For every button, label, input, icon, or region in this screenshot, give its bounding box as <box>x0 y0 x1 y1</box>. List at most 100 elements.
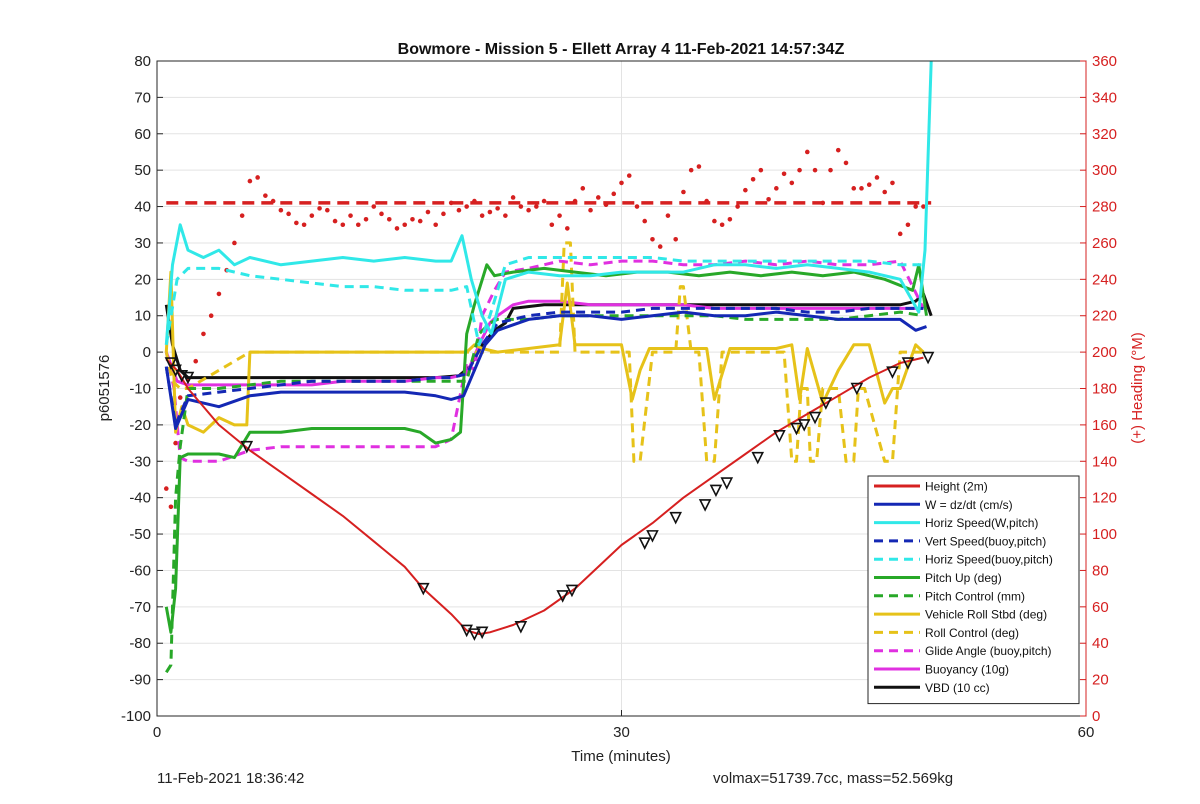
height-marker <box>797 419 811 432</box>
heading-point <box>758 167 764 173</box>
x-tick-label: 30 <box>613 724 630 741</box>
y2-tick-label: 300 <box>1092 162 1117 179</box>
heading-point <box>681 189 686 195</box>
heading-point <box>812 167 818 173</box>
heading-point <box>851 186 857 191</box>
height-marker <box>886 366 899 379</box>
y2-tick-label: 100 <box>1092 526 1117 543</box>
heading-point <box>402 222 408 228</box>
height-marker <box>669 511 682 525</box>
heading-point <box>750 176 756 182</box>
y2-tick-label: 280 <box>1092 199 1117 216</box>
heading-point <box>866 182 872 188</box>
y-tick-label: -30 <box>129 453 151 470</box>
height-marker <box>181 371 195 385</box>
height-marker <box>638 537 652 550</box>
heading-point <box>774 186 779 191</box>
y-tick-label: -100 <box>121 708 151 725</box>
heading-point <box>239 213 245 218</box>
height-marker <box>417 582 430 596</box>
heading-point <box>371 204 377 209</box>
heading-point <box>704 198 709 204</box>
height-marker <box>460 624 473 638</box>
heading-point <box>572 198 578 204</box>
legend-entry-4: Horiz Speed(buoy,pitch) <box>925 553 1053 567</box>
legend-entry-2: Horiz Speed(W,pitch) <box>925 516 1038 530</box>
heading-point <box>859 186 864 191</box>
heading-point <box>247 178 253 184</box>
heading-point <box>216 291 222 297</box>
y-tick-label: 10 <box>134 308 151 325</box>
heading-point <box>580 186 586 191</box>
heading-point <box>719 222 725 228</box>
heading-point <box>472 198 477 204</box>
series-line-4 <box>164 256 924 347</box>
heading-point <box>874 175 880 180</box>
heading-point <box>712 218 717 224</box>
x-tick-label: 0 <box>153 724 161 741</box>
heading-point <box>557 213 562 218</box>
heading-point <box>696 164 702 169</box>
y2-tick-label: 0 <box>1092 708 1100 725</box>
legend-box <box>867 475 1080 705</box>
height-marker <box>751 451 765 465</box>
heading-point <box>657 244 663 249</box>
y-tick-label: -40 <box>129 490 151 507</box>
heading-point <box>890 180 895 186</box>
heading-point <box>456 207 462 213</box>
heading-point <box>270 198 276 204</box>
heading-point <box>882 189 888 195</box>
heading-point <box>642 218 648 224</box>
height-marker <box>164 357 178 370</box>
heading-point <box>588 207 593 213</box>
heading-point <box>263 193 268 198</box>
markers-layer <box>164 351 935 641</box>
heading-point <box>789 180 795 186</box>
y-axis-label: p6051576 <box>96 355 113 422</box>
legend-entry-3: Vert Speed(buoy,pitch) <box>925 534 1046 548</box>
y-tick-label: 30 <box>134 235 151 252</box>
chart-canvas: 0 30 60 -100-90-80-70-60-50-40-30-20-10010… <box>96 41 1146 765</box>
chart-title: Bowmore - Mission 5 - Ellett Array 4 11-… <box>398 41 845 58</box>
height-marker <box>698 499 712 512</box>
heading-point <box>843 160 849 166</box>
height-marker <box>720 477 734 490</box>
heading-point <box>626 173 632 178</box>
heading-point <box>394 226 400 231</box>
heading-point <box>735 204 740 209</box>
y-tick-label: 0 <box>143 344 151 361</box>
heading-point <box>913 204 918 209</box>
height-marker <box>556 590 569 603</box>
heading-point <box>727 216 733 222</box>
heading-point <box>286 211 291 217</box>
legend-entry-0: Height (2m) <box>925 480 988 494</box>
heading-point <box>332 218 338 224</box>
heading-point <box>905 222 911 228</box>
height-marker <box>773 430 786 443</box>
heading-point <box>193 358 199 364</box>
heading-point <box>797 167 802 173</box>
y-tick-label: 80 <box>134 53 151 70</box>
heading-point <box>805 149 810 155</box>
heading-point <box>317 206 322 211</box>
heading-point <box>309 213 315 218</box>
y2-tick-label: 140 <box>1092 453 1117 470</box>
y-tick-label: 70 <box>134 89 151 106</box>
heading-point <box>595 195 601 200</box>
legend-entry-11: VBD (10 cc) <box>925 681 990 695</box>
height-marker <box>240 440 254 454</box>
legend-entry-7: Vehicle Roll Stbd (deg) <box>925 608 1047 622</box>
heading-point <box>255 175 260 180</box>
heading-point <box>487 209 493 215</box>
footer-volume-mass: volmax=51739.7cc, mass=52.569kg <box>713 770 954 787</box>
heading-point <box>208 313 214 319</box>
y-axis-left: -100-90-80-70-60-50-40-30-20-10010203040… <box>121 53 163 725</box>
y2-tick-label: 260 <box>1092 235 1117 252</box>
series-layer <box>163 60 933 674</box>
x-axis-label: Time (minutes) <box>571 748 670 765</box>
series-line-1 <box>164 310 927 430</box>
y-tick-label: -80 <box>129 635 151 652</box>
heading-point <box>541 198 547 204</box>
y2-tick-label: 120 <box>1092 490 1117 507</box>
height-marker <box>514 621 528 634</box>
